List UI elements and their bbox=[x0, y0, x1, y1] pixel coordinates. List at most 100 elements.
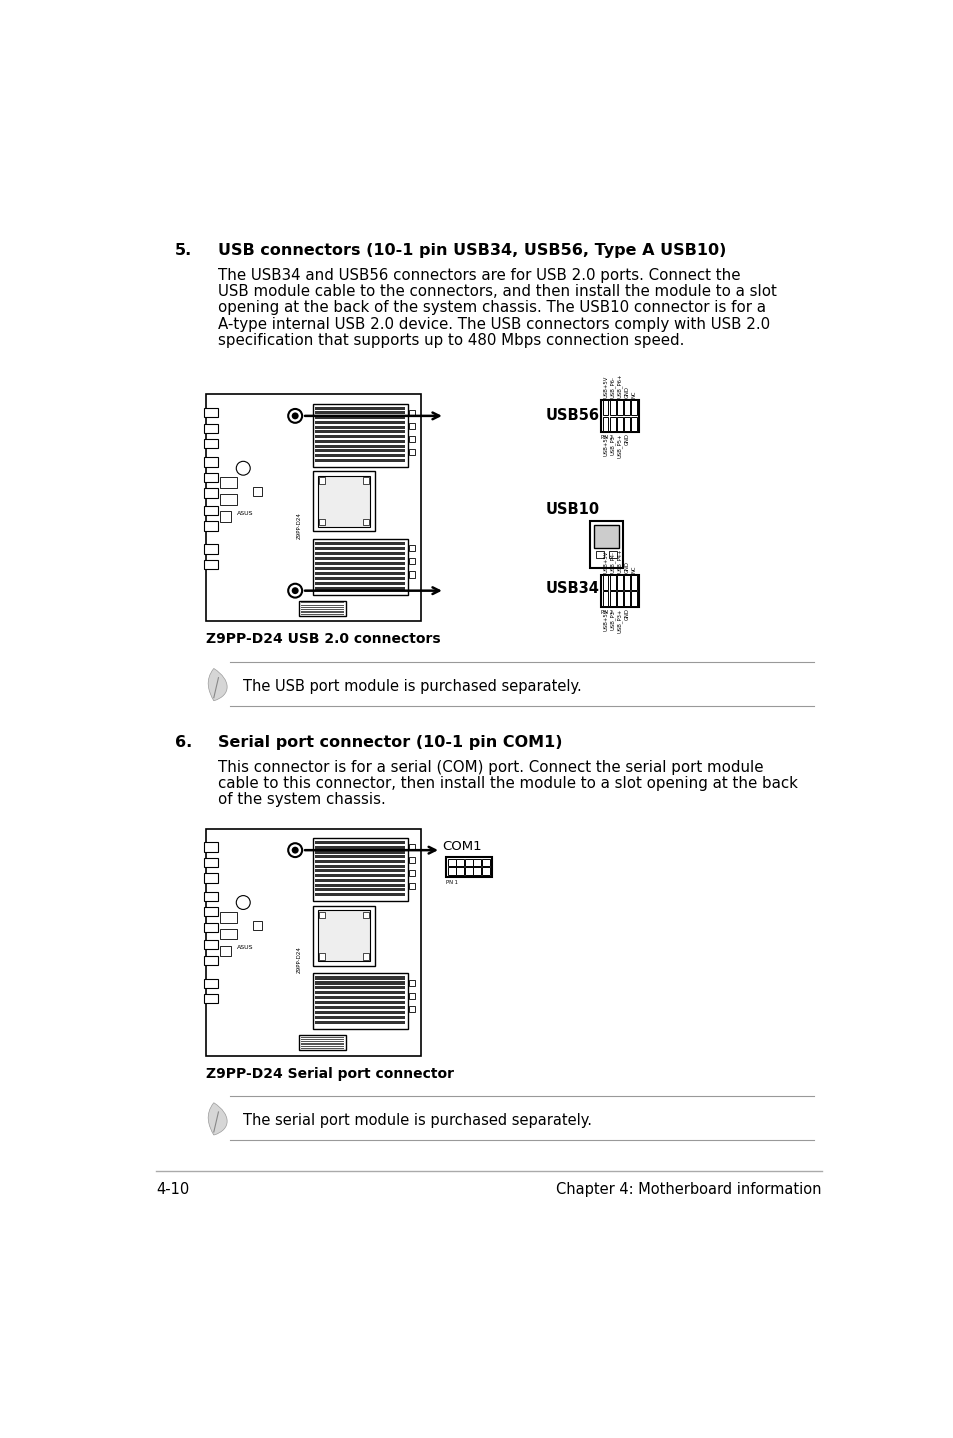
Bar bbox=[204, 843, 218, 851]
Bar bbox=[608, 551, 617, 558]
Bar bbox=[602, 400, 608, 416]
Bar bbox=[204, 956, 218, 965]
Bar bbox=[315, 454, 405, 457]
Bar bbox=[204, 873, 218, 883]
Bar bbox=[315, 1001, 405, 1004]
Bar bbox=[220, 495, 236, 505]
Bar bbox=[315, 587, 405, 590]
Bar bbox=[220, 929, 236, 939]
Bar bbox=[464, 858, 472, 866]
Text: USB module cable to the connectors, and then install the module to a slot: USB module cable to the connectors, and … bbox=[218, 285, 777, 299]
Bar bbox=[313, 472, 375, 532]
Text: USB56: USB56 bbox=[545, 408, 598, 423]
Bar bbox=[315, 986, 405, 989]
Bar bbox=[409, 870, 415, 876]
Bar bbox=[600, 575, 638, 607]
Bar bbox=[206, 828, 421, 1055]
Bar bbox=[409, 545, 415, 551]
Text: ASUS: ASUS bbox=[236, 945, 253, 951]
Circle shape bbox=[288, 584, 302, 598]
Bar bbox=[313, 906, 375, 966]
Bar bbox=[220, 946, 231, 956]
Text: Z9PP-D24 Serial port connector: Z9PP-D24 Serial port connector bbox=[206, 1067, 454, 1080]
Bar bbox=[315, 846, 405, 848]
Bar bbox=[409, 571, 415, 578]
Bar bbox=[315, 997, 405, 999]
Bar bbox=[315, 557, 405, 561]
Text: opening at the back of the system chassis. The USB10 connector is for a: opening at the back of the system chassi… bbox=[218, 301, 765, 315]
Bar bbox=[315, 407, 405, 410]
Bar bbox=[253, 486, 261, 496]
Bar bbox=[317, 910, 370, 961]
Circle shape bbox=[236, 462, 250, 475]
Bar bbox=[617, 417, 622, 431]
Bar bbox=[315, 416, 405, 420]
Text: Z9PP-D24: Z9PP-D24 bbox=[296, 512, 301, 539]
Text: USB+5V: USB+5V bbox=[602, 434, 607, 456]
Bar bbox=[315, 1011, 405, 1014]
Bar bbox=[617, 575, 622, 590]
Bar bbox=[315, 436, 405, 439]
Bar bbox=[204, 473, 218, 482]
Bar bbox=[204, 457, 218, 467]
Bar bbox=[481, 867, 489, 874]
Bar bbox=[602, 591, 608, 605]
PathPatch shape bbox=[208, 669, 227, 700]
Bar bbox=[204, 439, 218, 449]
Bar bbox=[298, 1035, 345, 1050]
Bar bbox=[409, 410, 415, 416]
Bar bbox=[315, 572, 405, 575]
Text: USB connectors (10-1 pin USB34, USB56, Type A USB10): USB connectors (10-1 pin USB34, USB56, T… bbox=[218, 243, 726, 259]
Bar bbox=[362, 519, 369, 525]
Bar bbox=[315, 567, 405, 569]
Circle shape bbox=[292, 413, 298, 420]
Bar bbox=[315, 542, 405, 545]
Bar bbox=[204, 979, 218, 988]
Bar bbox=[204, 923, 218, 932]
Bar bbox=[315, 411, 405, 414]
Bar bbox=[204, 907, 218, 916]
Text: USB+5V: USB+5V bbox=[602, 608, 607, 631]
Bar bbox=[600, 400, 638, 431]
Bar bbox=[464, 867, 472, 874]
Bar bbox=[315, 981, 405, 985]
Bar bbox=[631, 575, 637, 590]
Text: USB_P4+: USB_P4+ bbox=[617, 548, 622, 572]
Bar bbox=[596, 551, 603, 558]
Bar bbox=[315, 577, 405, 580]
Text: cable to this connector, then install the module to a slot opening at the back: cable to this connector, then install th… bbox=[218, 777, 798, 791]
Bar bbox=[253, 920, 261, 930]
Bar bbox=[456, 858, 464, 866]
Bar bbox=[481, 858, 489, 866]
Bar bbox=[315, 440, 405, 443]
Bar bbox=[315, 870, 405, 873]
Text: USB_P6+: USB_P6+ bbox=[617, 374, 622, 398]
Bar bbox=[204, 522, 218, 531]
Bar bbox=[315, 1007, 405, 1009]
Text: specification that supports up to 480 Mbps connection speed.: specification that supports up to 480 Mb… bbox=[218, 332, 684, 348]
Circle shape bbox=[288, 843, 302, 857]
Bar bbox=[609, 575, 615, 590]
Bar bbox=[315, 459, 405, 462]
Bar bbox=[617, 400, 622, 416]
Bar bbox=[631, 400, 637, 416]
Text: USB10: USB10 bbox=[545, 502, 599, 518]
Circle shape bbox=[292, 587, 298, 594]
Bar bbox=[409, 436, 415, 441]
Text: ASUS: ASUS bbox=[236, 510, 253, 516]
Bar bbox=[609, 400, 615, 416]
Bar bbox=[204, 545, 218, 554]
Text: 5.: 5. bbox=[174, 243, 193, 259]
Bar bbox=[204, 858, 218, 867]
Bar bbox=[315, 976, 405, 979]
Bar bbox=[313, 838, 407, 902]
Text: PN 1: PN 1 bbox=[600, 610, 613, 615]
Bar bbox=[623, 400, 629, 416]
Bar bbox=[315, 874, 405, 877]
Bar bbox=[315, 893, 405, 896]
Text: USB34: USB34 bbox=[545, 581, 598, 597]
Bar bbox=[609, 591, 615, 605]
Bar bbox=[623, 591, 629, 605]
Bar bbox=[204, 506, 218, 515]
Bar bbox=[315, 426, 405, 429]
